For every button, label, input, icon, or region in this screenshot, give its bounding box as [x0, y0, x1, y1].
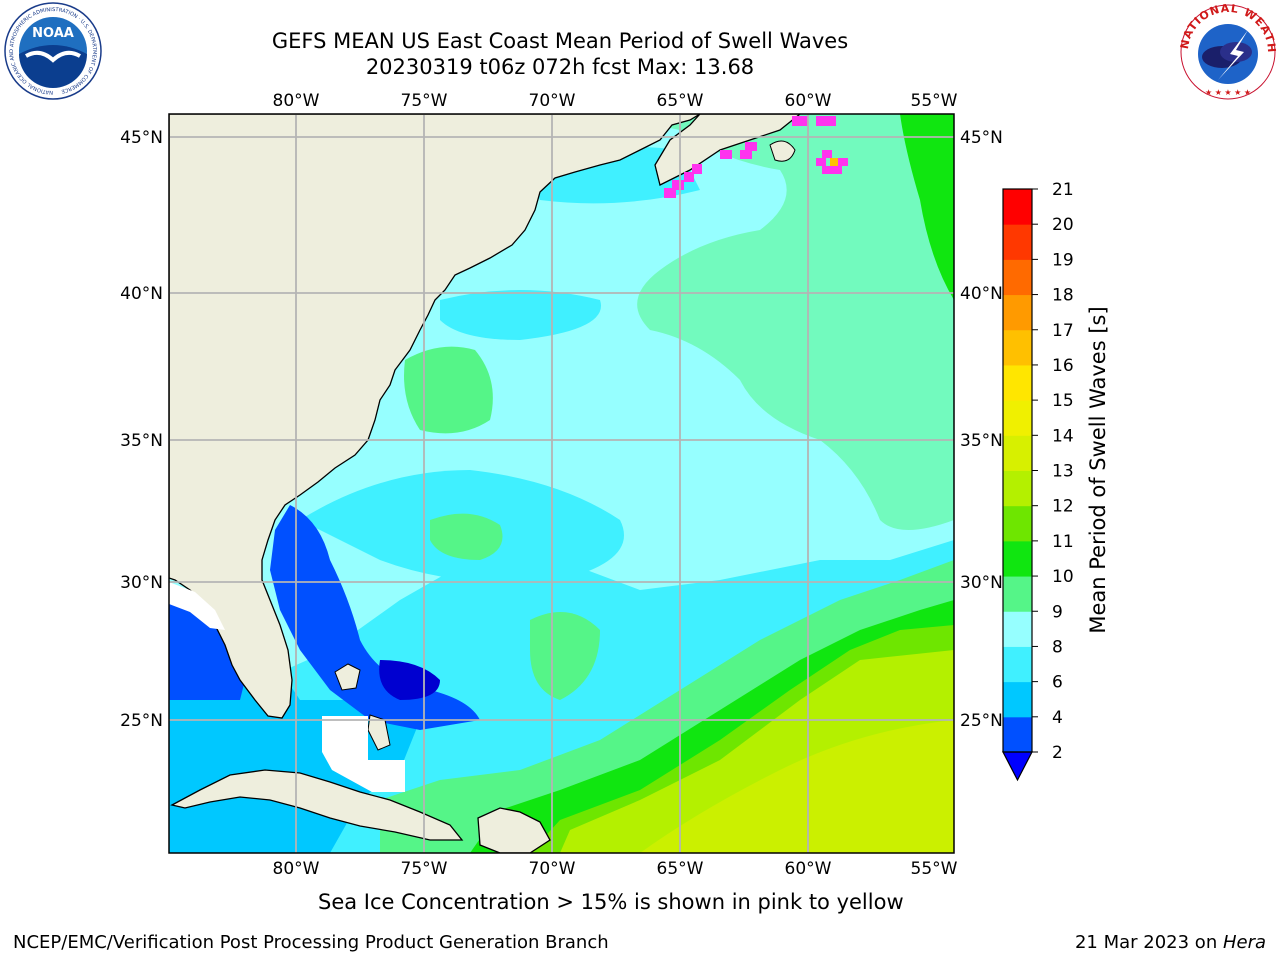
colorbar-segment	[1003, 716, 1032, 753]
colorbar-segment	[1003, 224, 1032, 260]
sea-ice-high	[830, 158, 838, 166]
colorbar-segment	[1003, 576, 1032, 612]
lon-label: 80°W	[273, 859, 320, 879]
colorbar-segment	[1003, 611, 1032, 647]
nws-logo: NATIONAL WEATHER SERVICE ★ ★ ★ ★ ★	[1178, 2, 1277, 100]
colorbar-tick-label: 8	[1052, 637, 1063, 657]
colorbar-segment	[1003, 681, 1032, 718]
colorbar-segment	[1003, 505, 1032, 542]
colorbar-tick-label: 11	[1052, 532, 1074, 552]
colorbar-segment	[1003, 329, 1032, 366]
lat-labels-right: 45°N 40°N 35°N 30°N 25°N	[960, 128, 1003, 731]
lat-label: 30°N	[960, 573, 1003, 593]
noaa-logo: NOAA NATIONAL OCEANIC AND ATMOSPHERIC AD…	[4, 2, 102, 100]
colorbar-segment	[1003, 294, 1032, 331]
colorbar-tick-label: 4	[1052, 708, 1063, 728]
colorbar-tick-label: 18	[1052, 286, 1074, 306]
colorbar-tick-label: 21	[1052, 180, 1074, 200]
lon-label: 75°W	[401, 91, 448, 111]
footer-date: 21 Mar 2023 on Hera	[1075, 932, 1266, 953]
bright-green-east	[900, 114, 954, 300]
colorbar-tick-label: 15	[1052, 391, 1074, 411]
land-nova-scotia	[654, 114, 802, 186]
yellow-region-se	[640, 720, 954, 853]
lat-label: 45°N	[960, 128, 1003, 148]
lat-label: 25°N	[960, 711, 1003, 731]
green-region-ne	[600, 114, 954, 530]
green-region-south	[530, 612, 600, 700]
lat-label: 45°N	[120, 128, 163, 148]
colorbar-segment	[1003, 259, 1032, 296]
lat-label: 35°N	[120, 431, 163, 451]
colorbar-tick-label: 2	[1052, 743, 1063, 763]
map-frame	[168, 113, 955, 854]
colorbar-tick-label: 19	[1052, 250, 1074, 270]
colorbar-tick-label: 14	[1052, 426, 1074, 446]
colorbar-tick-label: 20	[1052, 215, 1074, 235]
colorbar-tick-label: 12	[1052, 497, 1074, 517]
land-bahamas-1	[334, 663, 361, 691]
colorbar-tick-label: 6	[1052, 673, 1063, 693]
lon-label: 60°W	[785, 859, 832, 879]
blue-region-coastal	[270, 505, 480, 730]
lon-label: 70°W	[529, 91, 576, 111]
lat-label: 25°N	[120, 711, 163, 731]
colorbar: 2 4 6 8 9 10 11 12 13 14 15 16 17 18 19 20 21	[1002, 180, 1074, 782]
lon-label: 65°W	[657, 859, 704, 879]
lon-label: 80°W	[273, 91, 320, 111]
colorbar-tick-label: 9	[1052, 602, 1063, 622]
colorbar-segment	[1003, 470, 1032, 507]
colorbar-under-arrow	[1002, 751, 1033, 782]
colorbar-segment	[1003, 646, 1032, 683]
colorbar-segment	[1003, 435, 1032, 471]
land-hispaniola	[477, 807, 551, 853]
lat-label: 40°N	[120, 284, 163, 304]
lon-label: 55°W	[911, 859, 958, 879]
lon-labels-bottom: 80°W 75°W 70°W 65°W 60°W 55°W	[273, 859, 958, 879]
colorbar-tick-label: 17	[1052, 321, 1074, 341]
green-region-gulfstream	[404, 346, 493, 434]
lat-label: 30°N	[120, 573, 163, 593]
svg-text:NOAA: NOAA	[32, 26, 74, 41]
no-data-gulf	[169, 582, 225, 630]
lat-label: 40°N	[960, 284, 1003, 304]
green-region-offshore	[430, 513, 503, 560]
colorbar-tick-label: 10	[1052, 567, 1074, 587]
sea-ice-note: Sea Ice Concentration > 15% is shown in …	[318, 890, 904, 914]
colorbar-segment	[1003, 189, 1032, 225]
footer-credit: NCEP/EMC/Verification Post Processing Pr…	[13, 932, 609, 953]
no-data-bank	[322, 716, 405, 792]
lon-label: 75°W	[401, 859, 448, 879]
lat-label: 35°N	[960, 431, 1003, 451]
footer-machine: Hera	[1222, 932, 1266, 953]
lon-label: 60°W	[785, 91, 832, 111]
map-gridlines	[169, 114, 954, 853]
colorbar-segment	[1003, 540, 1032, 577]
footer-date-text: 21 Mar 2023 on	[1074, 932, 1223, 953]
map-field	[169, 114, 954, 853]
svg-text:★ ★ ★ ★ ★: ★ ★ ★ ★ ★	[1205, 88, 1251, 97]
colorbar-segment	[1003, 400, 1032, 436]
chart-subtitle: 20230319 t06z 072h fcst Max: 13.68	[365, 55, 755, 79]
lon-label: 70°W	[529, 859, 576, 879]
cyan-region-hatteras	[440, 290, 601, 340]
lon-labels-top: 80°W 75°W 70°W 65°W 60°W 55°W	[273, 91, 958, 111]
land-cape-breton	[769, 140, 796, 162]
blue-region-gulf	[169, 600, 245, 700]
colorbar-segment	[1003, 364, 1032, 401]
chart-title: GEFS MEAN US East Coast Mean Period of S…	[271, 29, 849, 53]
land-cuba	[170, 769, 464, 841]
colorbar-tick-label: 13	[1052, 462, 1074, 482]
lat-labels-left: 45°N 40°N 35°N 30°N 25°N	[120, 128, 163, 731]
lon-label: 55°W	[911, 91, 958, 111]
colorbar-label: Mean Period of Swell Waves [s]	[1086, 306, 1110, 633]
sea-ice-markers	[664, 116, 848, 198]
colorbar-tick-label: 16	[1052, 356, 1074, 376]
lon-label: 65°W	[657, 91, 704, 111]
